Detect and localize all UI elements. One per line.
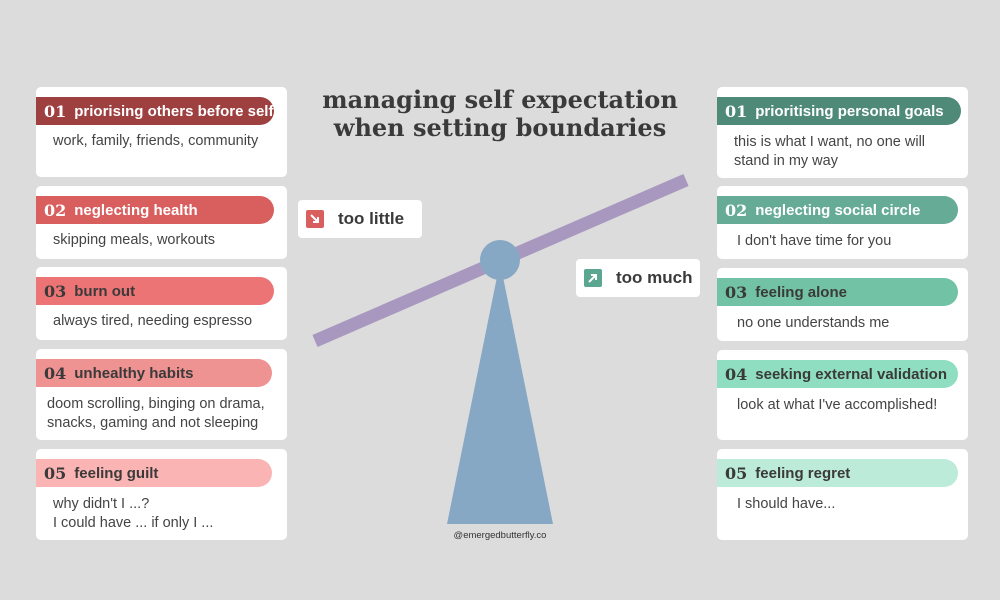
card-header: 01 priorising others before self bbox=[36, 97, 274, 125]
too-little-label: too little bbox=[298, 200, 422, 238]
pivot bbox=[480, 240, 520, 280]
card-header: 05 feeling regret bbox=[717, 459, 958, 487]
right-card-2: 02 neglecting social circle I don't have … bbox=[717, 186, 968, 259]
card-header: 01 prioritising personal goals bbox=[717, 97, 961, 125]
card-header: 02 neglecting health bbox=[36, 196, 274, 224]
left-card-1: 01 priorising others before self work, fa… bbox=[36, 87, 287, 177]
right-card-1: 01 prioritising personal goals this is wh… bbox=[717, 87, 968, 178]
left-card-3: 03 burn out always tired, needing espress… bbox=[36, 267, 287, 340]
card-header: 03 feeling alone bbox=[717, 278, 958, 306]
card-header: 04 seeking external validation bbox=[717, 360, 958, 388]
fulcrum bbox=[447, 262, 553, 524]
card-header: 03 burn out bbox=[36, 277, 274, 305]
right-card-4: 04 seeking external validation look at wh… bbox=[717, 350, 968, 440]
too-much-label: too much bbox=[576, 259, 700, 297]
card-header: 05 feeling guilt bbox=[36, 459, 272, 487]
credit-handle: @emergedbutterfly.co bbox=[453, 530, 547, 541]
card-header: 04 unhealthy habits bbox=[36, 359, 272, 387]
right-card-3: 03 feeling alone no one understands me bbox=[717, 268, 968, 341]
card-header: 02 neglecting social circle bbox=[717, 196, 958, 224]
right-card-5: 05 feeling regret I should have... bbox=[717, 449, 968, 540]
left-card-2: 02 neglecting health skipping meals, work… bbox=[36, 186, 287, 259]
left-card-5: 05 feeling guilt why didn't I ...? I could… bbox=[36, 449, 287, 540]
page-title: managing self expectation when setting b… bbox=[322, 85, 678, 142]
arrow-up-right-icon bbox=[584, 269, 602, 287]
arrow-down-right-icon bbox=[306, 210, 324, 228]
left-card-4: 04 unhealthy habits doom scrolling, bingi… bbox=[36, 349, 287, 440]
